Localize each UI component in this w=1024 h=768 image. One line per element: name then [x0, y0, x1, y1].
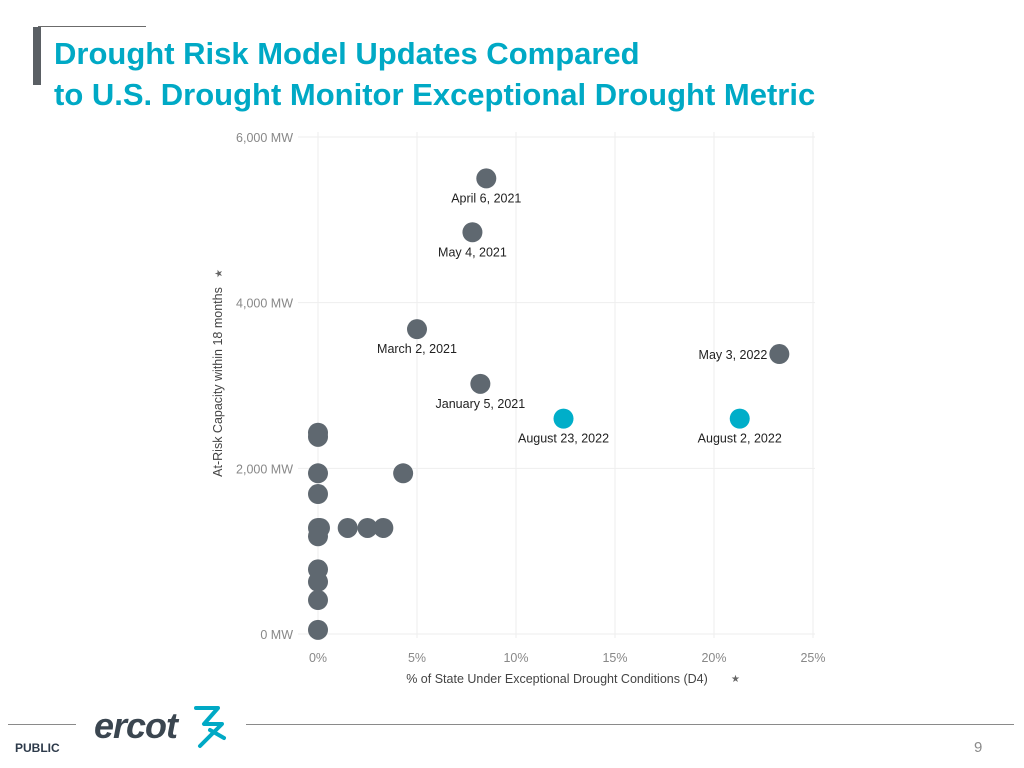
ercot-star-icon [194, 706, 226, 748]
footer-divider-right [246, 724, 1014, 725]
data-point-16 [357, 517, 378, 538]
data-point-3 [470, 373, 491, 394]
x-tick-label: 0% [309, 651, 327, 665]
page-title-line-1: Drought Risk Model Updates Compared [54, 36, 640, 71]
data-label: April 6, 2021 [451, 191, 521, 205]
data-label: May 4, 2021 [438, 245, 507, 259]
data-point-7 [393, 463, 414, 484]
ercot-logo: ercot [94, 705, 226, 748]
data-point-9 [308, 426, 328, 447]
page-title-line-2: to U.S. Drought Monitor Exceptional Drou… [54, 77, 816, 112]
title-accent-line [38, 26, 146, 27]
page-number: 9 [974, 739, 983, 756]
y-axis-title: At-Risk Capacity within 18 months [211, 287, 225, 477]
data-point-11 [308, 484, 328, 505]
page-title: Drought Risk Model Updates Compared to U… [54, 33, 815, 115]
data-label: January 5, 2021 [436, 397, 526, 411]
data-point-20 [308, 590, 328, 611]
data-label: August 2, 2022 [698, 432, 782, 446]
data-point-5 [553, 408, 574, 429]
footer-label: PUBLIC [15, 741, 60, 755]
y-axis-pin-icon: ★ [214, 269, 225, 278]
data-point-21 [308, 619, 328, 640]
data-point-19 [308, 571, 328, 592]
x-axis-title: % of State Under Exceptional Drought Con… [406, 672, 708, 686]
x-tick-label: 5% [408, 651, 426, 665]
data-label: May 3, 2022 [699, 348, 768, 362]
y-tick-label: 0 MW [260, 628, 293, 642]
data-point-2 [407, 319, 427, 340]
x-tick-label: 25% [800, 651, 825, 665]
data-point-14 [308, 526, 328, 547]
footer-divider-left [8, 724, 76, 725]
data-point-4 [769, 344, 790, 365]
y-tick-label: 2,000 MW [236, 462, 293, 476]
data-point-17 [373, 517, 394, 538]
scatter-chart: 0 MW 2,000 MW 4,000 MW 6,000 MW 0% 5% 10% 15% 20… [211, 131, 826, 686]
x-axis-pin-icon: ★ [731, 674, 740, 685]
data-point-15 [337, 517, 358, 538]
data-label: March 2, 2021 [377, 342, 457, 356]
x-tick-label: 10% [503, 651, 528, 665]
y-tick-label: 6,000 MW [236, 131, 293, 145]
title-accent-bar [33, 27, 41, 85]
x-tick-label: 20% [701, 651, 726, 665]
data-point-6 [729, 408, 750, 429]
y-tick-label: 4,000 MW [236, 297, 293, 311]
data-point-1 [462, 222, 483, 243]
ercot-logo-wordmark: ercot [94, 705, 180, 746]
data-label: August 23, 2022 [518, 432, 609, 446]
data-point-10 [308, 463, 328, 484]
x-tick-label: 15% [602, 651, 627, 665]
data-point-0 [476, 168, 497, 189]
